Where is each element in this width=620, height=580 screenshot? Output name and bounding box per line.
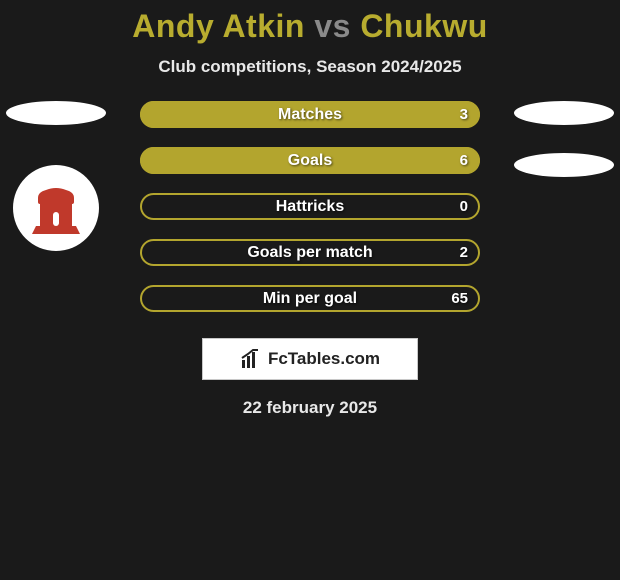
stat-bar-value: 0 xyxy=(460,198,468,215)
page-title: Andy Atkin vs Chukwu xyxy=(0,8,620,45)
stat-bar-label: Goals per match xyxy=(140,244,480,262)
chart-icon xyxy=(240,348,262,370)
stat-bar: Matches3 xyxy=(140,101,480,128)
stat-bar-label: Matches xyxy=(140,106,480,124)
right-oval-2 xyxy=(514,153,614,177)
stat-bar: Hattricks0 xyxy=(140,193,480,220)
tower-icon xyxy=(26,178,86,238)
stat-bar-label: Goals xyxy=(140,152,480,170)
stat-bars: Matches3 Goals6 Hattricks0 Goals per match2… xyxy=(140,101,480,312)
logo-text: FcTables.com xyxy=(268,349,380,369)
stats-area: Matches3 Goals6 Hattricks0 Goals per match2… xyxy=(0,101,620,312)
stat-bar-label: Min per goal xyxy=(140,290,480,308)
stat-bar-value: 65 xyxy=(451,290,468,307)
subtitle: Club competitions, Season 2024/2025 xyxy=(0,57,620,77)
title-player1: Andy Atkin xyxy=(132,8,305,44)
stat-bar: Min per goal65 xyxy=(140,285,480,312)
stat-bar-label: Hattricks xyxy=(140,198,480,216)
title-player2: Chukwu xyxy=(360,8,487,44)
date-label: 22 february 2025 xyxy=(0,398,620,418)
left-column xyxy=(6,101,106,251)
player1-avatar xyxy=(13,165,99,251)
right-column xyxy=(514,101,614,205)
right-oval-1 xyxy=(514,101,614,125)
left-oval-placeholder xyxy=(6,101,106,125)
stat-bar-value: 3 xyxy=(460,106,468,123)
fctables-logo[interactable]: FcTables.com xyxy=(202,338,418,380)
stat-bar: Goals6 xyxy=(140,147,480,174)
stat-bar-value: 6 xyxy=(460,152,468,169)
stat-bar-value: 2 xyxy=(460,244,468,261)
stat-bar: Goals per match2 xyxy=(140,239,480,266)
title-vs: vs xyxy=(314,8,351,44)
